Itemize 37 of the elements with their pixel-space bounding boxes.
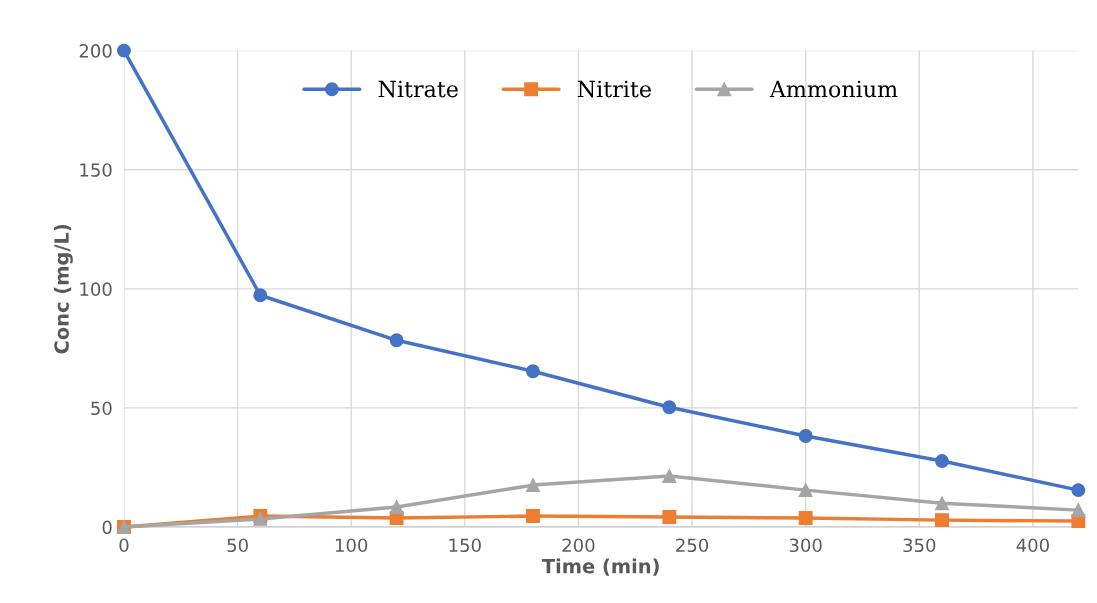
point [662, 469, 677, 483]
y-tick-label: 50 [91, 401, 112, 416]
point [935, 454, 949, 468]
x-tick-label: 50 [227, 538, 248, 553]
point [1071, 503, 1086, 518]
point [526, 478, 540, 493]
x-tick-label: 400 [1016, 538, 1049, 553]
x-tick-label: 250 [676, 538, 709, 553]
point [935, 496, 949, 511]
x-tick-label: 300 [789, 538, 822, 553]
y-tick-label: 0 [102, 520, 112, 535]
point [935, 513, 949, 528]
x-tick-label: 0 [119, 538, 129, 553]
point [117, 43, 131, 58]
y-tick-label: 150 [80, 163, 112, 177]
point [798, 483, 813, 498]
legend-label: Nitrate [378, 80, 458, 98]
point [526, 364, 540, 379]
legend-label: Ammonium [769, 80, 898, 98]
x-tick-label: 350 [903, 538, 936, 553]
point [662, 510, 677, 524]
y-tick-label: 200 [79, 44, 112, 58]
point [798, 511, 813, 525]
x-tick-label: 200 [562, 538, 595, 553]
y-tick-label: 100 [80, 282, 112, 296]
point [798, 429, 813, 443]
point [389, 500, 404, 514]
x-tick-label: 100 [335, 538, 368, 553]
point [662, 400, 677, 415]
legend-label: Nitrite [577, 80, 651, 98]
x-tick-label: 150 [449, 538, 481, 553]
x-axis-title: Time (min) [541, 558, 659, 576]
point [389, 333, 404, 348]
point [1071, 483, 1086, 498]
point [526, 509, 540, 524]
point [253, 288, 268, 303]
y-axis-title: Conc (mg/L) [53, 224, 73, 354]
